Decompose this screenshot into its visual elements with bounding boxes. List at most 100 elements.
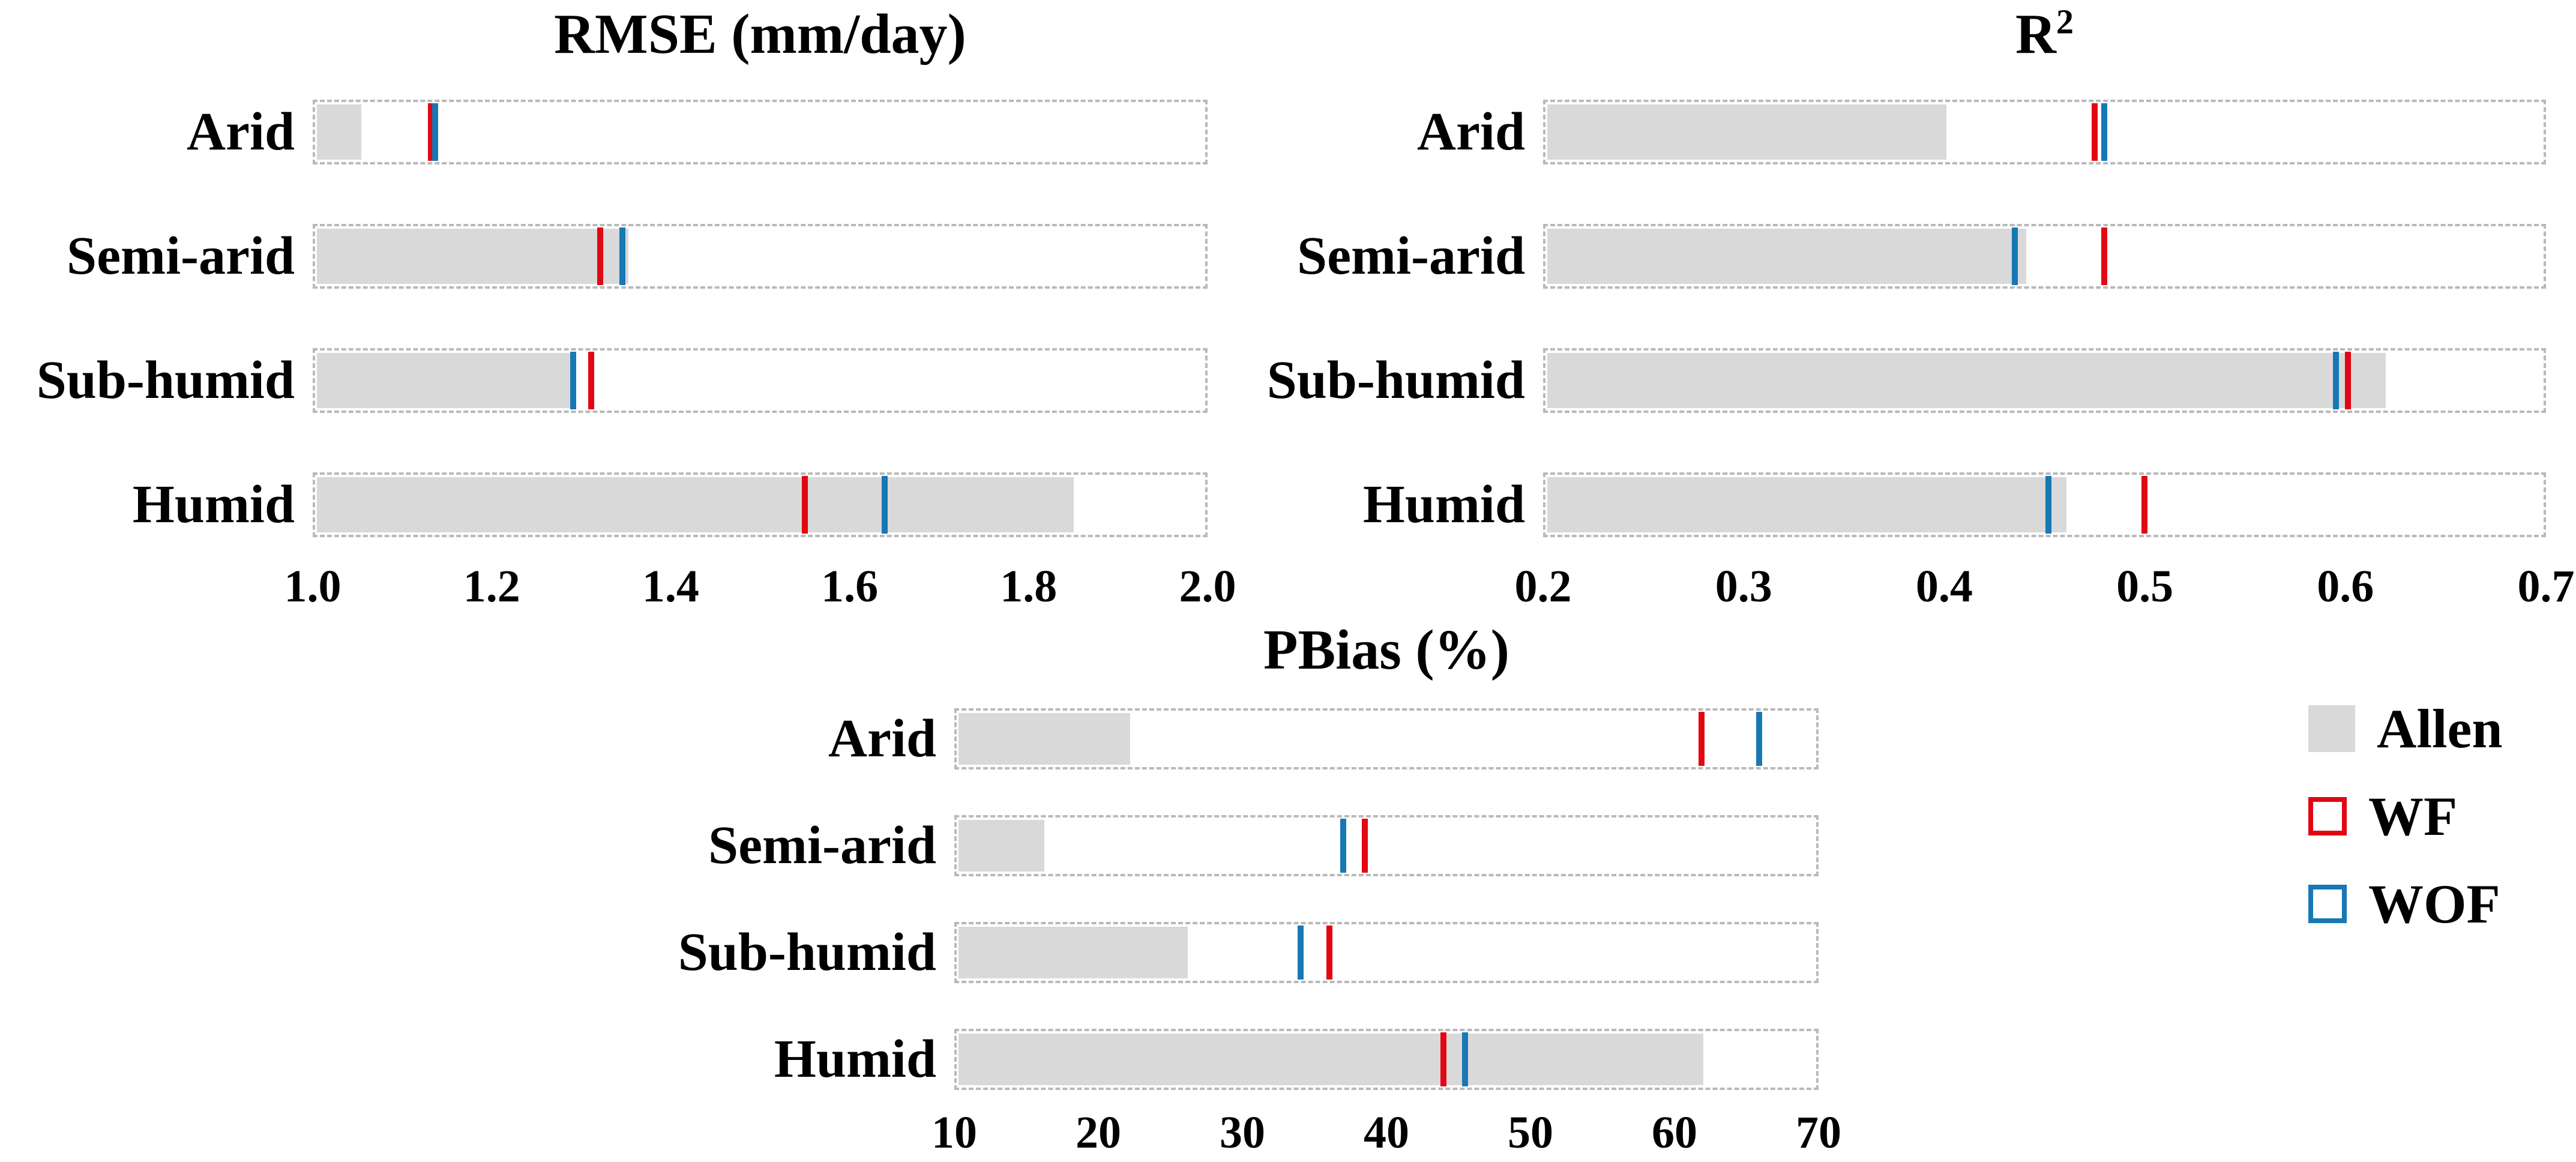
x-tick-label: 0.2: [1514, 561, 1572, 612]
chart-row: Arid: [828, 708, 1819, 769]
allen-bar: [958, 927, 1188, 978]
wof-mark: [1462, 1032, 1469, 1086]
bar-frame: [954, 815, 1819, 876]
chart-title-rmse: RMSE (mm/day): [313, 3, 1208, 65]
legend-item-allen: Allen: [2308, 701, 2503, 756]
chart-row: Sub-humid: [678, 922, 1819, 983]
wf-mark: [1326, 926, 1332, 980]
bar-frame: [1543, 348, 2546, 413]
x-tick-label: 1.2: [463, 561, 520, 612]
bar-frame: [313, 224, 1208, 289]
wof-mark: [570, 352, 577, 409]
chart-row: Semi-arid: [67, 224, 1208, 289]
bar-frame: [954, 708, 1819, 769]
wf-swatch-icon: [2308, 797, 2347, 835]
chart-title-superscript: 2: [2056, 2, 2074, 41]
chart-title-text: RMSE (mm/day): [554, 3, 966, 65]
chart-row: Humid: [133, 472, 1208, 537]
chart-row: Sub-humid: [37, 348, 1208, 413]
x-tick-label: 1.6: [821, 561, 879, 612]
wof-mark: [1340, 819, 1347, 873]
chart-row: Humid: [774, 1029, 1819, 1090]
allen-bar: [317, 104, 362, 160]
category-label: Arid: [187, 102, 295, 161]
category-label: Humid: [1362, 475, 1525, 534]
allen-bar: [1547, 229, 2027, 284]
wf-mark: [597, 227, 603, 285]
wf-mark: [2141, 476, 2147, 534]
category-label: Semi-arid: [67, 226, 295, 286]
x-tick-label: 70: [1796, 1107, 1841, 1158]
wof-mark: [2011, 227, 2018, 285]
allen-bar: [958, 713, 1131, 765]
chart-row: Sub-humid: [1267, 348, 2546, 413]
bar-frame: [1543, 472, 2546, 537]
x-tick-label: 30: [1220, 1107, 1265, 1158]
category-label: Sub-humid: [678, 923, 936, 982]
x-tick-label: 0.6: [2317, 561, 2374, 612]
chart-row: Semi-arid: [708, 815, 1819, 876]
wof-mark: [2333, 352, 2340, 409]
x-tick-label: 2.0: [1179, 561, 1236, 612]
allen-bar: [1547, 104, 1947, 160]
category-label: Semi-arid: [1297, 226, 1525, 286]
wf-mark: [588, 352, 594, 409]
wf-mark: [2101, 227, 2108, 285]
x-axis: 10 20 30 40 50 60 70: [931, 1107, 1841, 1162]
category-label: Sub-humid: [1266, 351, 1525, 410]
wf-mark: [1440, 1032, 1447, 1086]
bar-frame: [1543, 224, 2546, 289]
bar-frame: [954, 922, 1819, 983]
wf-mark: [1362, 819, 1368, 873]
bar-frame: [1543, 100, 2546, 164]
allen-bar: [958, 820, 1045, 872]
legend-item-wof: WOF: [2308, 876, 2503, 932]
x-tick-label: 0.3: [1715, 561, 1772, 612]
category-label: Humid: [132, 475, 295, 534]
wof-mark: [2101, 103, 2108, 161]
wf-mark: [427, 103, 434, 161]
chart-title-text: PBias (%): [1263, 619, 1509, 681]
allen-bar: [317, 477, 1074, 532]
wof-mark: [2045, 476, 2052, 534]
category-label: Arid: [828, 709, 936, 768]
x-tick-label: 1.4: [642, 561, 699, 612]
legend: Allen WF WOF: [2308, 701, 2503, 932]
wof-mark: [1756, 712, 1762, 766]
legend-item-wf: WF: [2308, 789, 2503, 844]
wof-mark: [882, 476, 888, 534]
allen-bar: [1547, 477, 2066, 532]
allen-bar: [958, 1034, 1704, 1085]
x-tick-label: 0.7: [2517, 561, 2575, 612]
x-axis: 0.2 0.3 0.4 0.5 0.6 0.7: [1515, 561, 2575, 621]
allen-bar: [1547, 353, 2386, 408]
legend-item-label: Allen: [2377, 698, 2503, 759]
x-tick-label: 1.8: [1000, 561, 1058, 612]
x-axis: 1.0 1.2 1.4 1.6 1.8 2.0: [284, 561, 1236, 621]
allen-bar: [317, 353, 571, 408]
wf-mark: [1699, 712, 1705, 766]
x-tick-label: 0.5: [2116, 561, 2174, 612]
legend-item-label: WF: [2368, 786, 2458, 847]
wf-mark: [2345, 352, 2352, 409]
chart-title-text: R: [2015, 3, 2056, 65]
chart-row: Arid: [1417, 100, 2546, 164]
allen-swatch-icon: [2308, 705, 2355, 752]
chart-title-r2: R2: [1543, 2, 2546, 65]
category-label: Semi-arid: [708, 816, 936, 875]
allen-bar: [317, 229, 629, 284]
legend-item-label: WOF: [2368, 873, 2500, 935]
x-tick-label: 40: [1364, 1107, 1409, 1158]
wof-swatch-icon: [2308, 885, 2347, 923]
wof-mark: [619, 227, 625, 285]
x-tick-label: 1.0: [284, 561, 342, 612]
chart-title-pbias: PBias (%): [954, 619, 1819, 681]
chart-row: Semi-arid: [1297, 224, 2546, 289]
chart-row: Arid: [187, 100, 1208, 164]
bar-frame: [954, 1029, 1819, 1090]
x-tick-label: 0.4: [1915, 561, 1973, 612]
